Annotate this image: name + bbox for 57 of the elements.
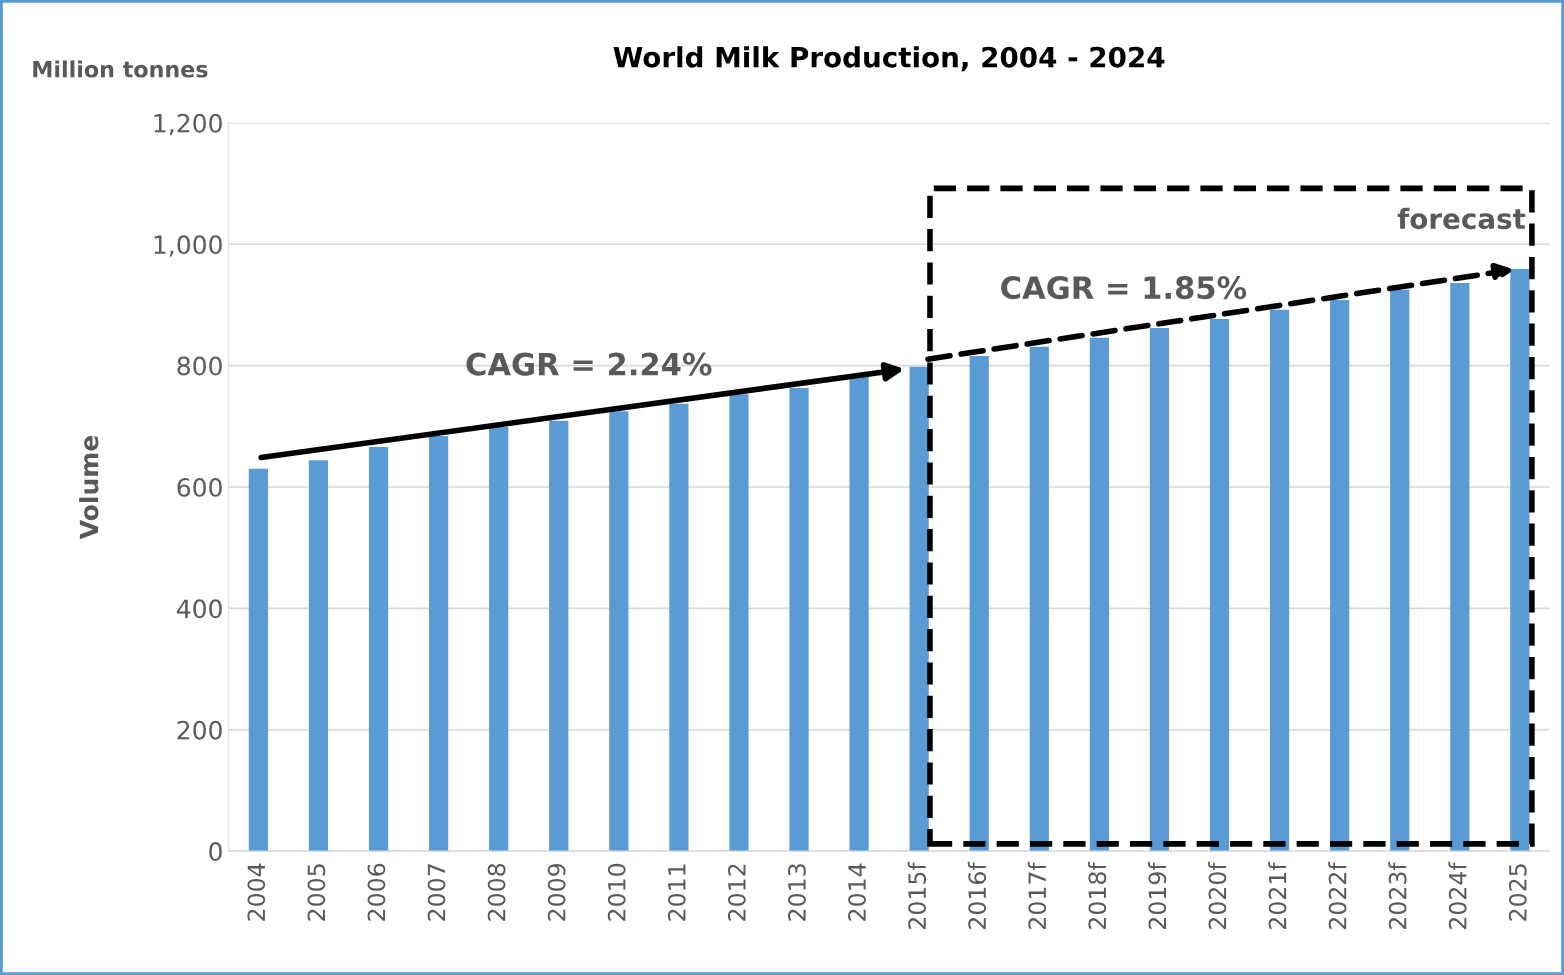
bar	[669, 403, 689, 852]
annotation: CAGR = 2.24%	[466, 352, 712, 376]
bar	[1089, 337, 1109, 852]
y-tick-label: 1,000	[154, 235, 222, 257]
x-tick-label: 2018f	[1087, 861, 1107, 929]
y-tick-label: 200	[177, 720, 222, 740]
bar	[308, 460, 329, 852]
bar	[729, 394, 749, 852]
x-tick-label: 2021f	[1268, 861, 1287, 929]
x-tick-label: 2013	[788, 864, 806, 921]
x-tick-label: 2017f	[1027, 861, 1047, 929]
x-tick-label: 2020f	[1208, 861, 1227, 929]
bar	[1149, 327, 1170, 852]
x-tick-label: 2012	[727, 864, 746, 921]
chart-title: World Milk Production, 2004 - 2024	[613, 46, 1165, 72]
bar	[1450, 283, 1470, 852]
x-tick-label: 2023f	[1388, 861, 1407, 929]
x-tick-label: 2022f	[1328, 861, 1347, 929]
x-tick-label: 2010	[607, 863, 626, 921]
bar	[1390, 289, 1410, 852]
y-tick-label: 0	[209, 842, 222, 862]
x-tick-label: 2014	[848, 863, 866, 921]
bar	[609, 411, 629, 852]
x-tick-label: 2016f	[967, 861, 987, 929]
x-tick-label: 2025	[1508, 864, 1527, 921]
bar	[849, 374, 869, 852]
text: Million tonnes	[33, 60, 208, 78]
annotation: CAGR = 1.85%	[1001, 276, 1247, 300]
bar	[909, 366, 929, 852]
bar	[549, 420, 569, 852]
bar	[368, 446, 389, 852]
x-tick-label: 2006	[367, 863, 386, 921]
y-tick-label: 400	[176, 599, 222, 619]
bar	[248, 468, 268, 852]
x-tick-label: 2019f	[1148, 861, 1167, 929]
x-tick-label: 2005	[307, 864, 326, 921]
bar	[489, 426, 509, 852]
x-tick-label: 2011	[667, 864, 686, 921]
bar	[1510, 269, 1530, 852]
x-tick-label: 2007	[427, 864, 446, 921]
y-axis-title: Volume	[79, 435, 99, 540]
annotation: forecast	[1397, 207, 1526, 230]
bar	[1209, 318, 1230, 852]
x-tick-label: 2004	[247, 863, 266, 921]
bar	[1029, 346, 1049, 852]
y-tick-label: 600	[177, 477, 222, 497]
y-tick-label: 800	[177, 356, 222, 376]
x-tick-label: 2015f	[907, 861, 927, 929]
x-tick-label: 2024f	[1448, 861, 1467, 929]
bar	[1269, 309, 1290, 852]
x-tick-label: 2008	[487, 863, 506, 921]
bar	[969, 355, 989, 852]
x-tick-label: 2009	[547, 863, 566, 921]
bar	[1330, 300, 1350, 852]
y-tick-label: 1,200	[154, 113, 222, 136]
bar	[428, 436, 449, 852]
bar	[789, 388, 809, 852]
